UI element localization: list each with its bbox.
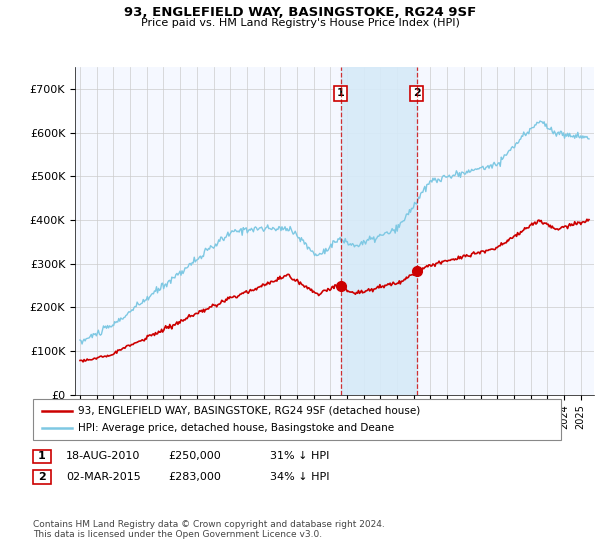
Text: 2: 2 xyxy=(38,472,46,482)
Text: 18-AUG-2010: 18-AUG-2010 xyxy=(66,451,140,461)
Text: £283,000: £283,000 xyxy=(168,472,221,482)
Text: HPI: Average price, detached house, Basingstoke and Deane: HPI: Average price, detached house, Basi… xyxy=(78,423,394,433)
Text: 31% ↓ HPI: 31% ↓ HPI xyxy=(270,451,329,461)
Text: Price paid vs. HM Land Registry's House Price Index (HPI): Price paid vs. HM Land Registry's House … xyxy=(140,18,460,28)
Text: £250,000: £250,000 xyxy=(168,451,221,461)
Text: 1: 1 xyxy=(337,88,345,99)
Text: 93, ENGLEFIELD WAY, BASINGSTOKE, RG24 9SF (detached house): 93, ENGLEFIELD WAY, BASINGSTOKE, RG24 9S… xyxy=(78,405,420,416)
Bar xyxy=(341,67,416,395)
Text: 1: 1 xyxy=(38,451,46,461)
Text: 02-MAR-2015: 02-MAR-2015 xyxy=(66,472,141,482)
Text: 34% ↓ HPI: 34% ↓ HPI xyxy=(270,472,329,482)
Text: Contains HM Land Registry data © Crown copyright and database right 2024.
This d: Contains HM Land Registry data © Crown c… xyxy=(33,520,385,539)
Text: 2: 2 xyxy=(413,88,421,99)
Text: 93, ENGLEFIELD WAY, BASINGSTOKE, RG24 9SF: 93, ENGLEFIELD WAY, BASINGSTOKE, RG24 9S… xyxy=(124,6,476,18)
